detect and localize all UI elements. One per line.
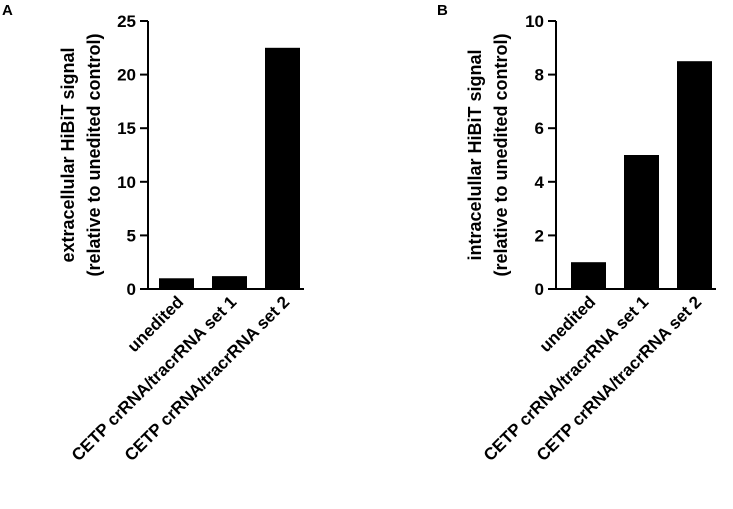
panel-letter: B	[437, 2, 448, 19]
y-tick-label: 0	[127, 280, 136, 299]
panel-letter: A	[2, 2, 13, 19]
y-tick-label: 5	[127, 226, 136, 245]
y-tick-label: 25	[117, 12, 136, 31]
bar-2	[624, 155, 659, 289]
y-tick-label: 15	[117, 119, 136, 138]
y-tick-label: 2	[535, 226, 544, 245]
y-axis-title-line1: extracellular HiBiT signal	[58, 47, 78, 262]
bar-1	[571, 262, 606, 289]
y-axis-title-line2: (relative to unedited control)	[491, 33, 511, 276]
y-tick-label: 6	[535, 119, 544, 138]
y-tick-label: 10	[525, 12, 544, 31]
y-tick-label: 4	[535, 173, 545, 192]
bar-3	[265, 47, 300, 289]
y-axis-title-line2: (relative to unedited control)	[84, 33, 104, 276]
y-tick-label: 20	[117, 66, 136, 85]
y-tick-label: 10	[117, 173, 136, 192]
y-tick-label: 8	[535, 66, 544, 85]
bar-2	[212, 276, 247, 289]
bar-1	[159, 278, 194, 289]
y-tick-label: 0	[535, 280, 544, 299]
y-axis-title-line1: intracelullar HiBiT signal	[465, 49, 485, 260]
bar-3	[677, 61, 712, 290]
